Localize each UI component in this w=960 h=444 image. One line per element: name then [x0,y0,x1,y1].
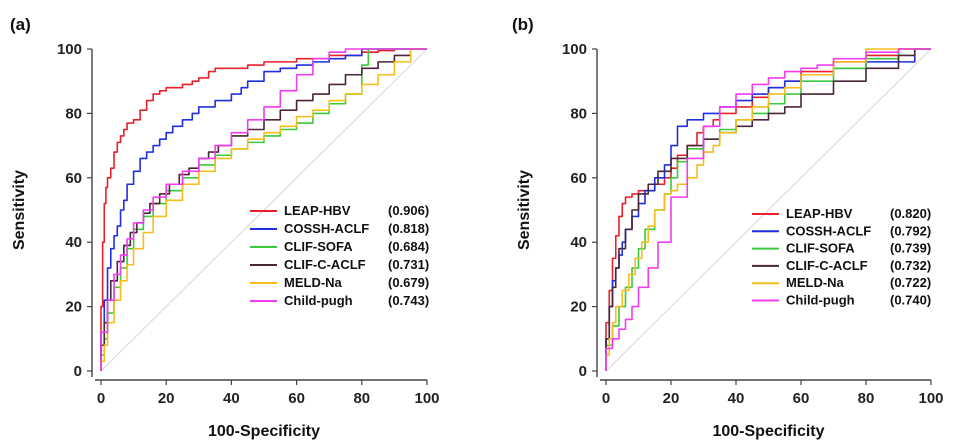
reference-diagonal [605,48,932,372]
y-axis-label: Sensitivity [516,170,533,250]
y-tick-label: 60 [65,170,82,187]
legend-auc: (0.740) [890,293,931,308]
legend-auc: (0.739) [890,241,931,256]
legend-auc: (0.743) [388,293,429,308]
legend-auc: (0.722) [890,275,931,290]
y-tick-label: 40 [65,234,82,251]
panel-label: (b) [512,15,534,34]
legend-auc: (0.818) [388,221,429,236]
x-tick-label: 80 [353,390,370,407]
legend-label: COSSH-ACLF [284,221,369,236]
roc-curve-child-pugh [605,48,931,371]
legend-label: CLIF-C-ACLF [786,258,868,273]
x-axis-label: 100-Specificity [712,423,824,440]
legend-auc: (0.792) [890,223,931,238]
y-tick-label: 80 [65,105,82,122]
legend-label: Child-pugh [284,293,353,308]
x-tick-label: 0 [97,390,105,407]
legend-auc: (0.906) [388,203,429,218]
panel-label: (a) [10,15,31,34]
roc-curve-child-pugh [100,48,427,371]
x-tick-label: 20 [158,390,175,407]
legend-label: LEAP-HBV [284,203,351,218]
x-tick-label: 80 [858,390,875,407]
roc-panel-b: (b) 0 20 40 60 80 100 0 20 40 60 80 100 100-Specifici… [512,15,944,440]
x-axis-label: 100-Specificity [208,423,320,440]
legend-auc: (0.679) [388,275,429,290]
x-tick-label: 0 [602,390,610,407]
y-tick-label: 0 [579,363,587,380]
legend-label: CLIF-SOFA [284,239,353,254]
legend-auc: (0.684) [388,239,429,254]
y-tick-label: 20 [65,299,82,316]
x-tick-label: 20 [663,390,680,407]
y-tick-label: 100 [562,41,587,58]
legend-auc: (0.732) [890,258,931,273]
x-tick-label: 100 [918,390,943,407]
y-tick-label: 0 [74,363,82,380]
roc-curve-meld-na [605,48,931,371]
y-tick-label: 80 [570,105,587,122]
x-tick-label: 60 [288,390,305,407]
roc-curve-leap-hbv [100,48,427,371]
roc-curve-clif-c-aclf [605,48,931,371]
legend-label: CLIF-SOFA [786,241,855,256]
legend-label: LEAP-HBV [786,206,853,221]
legend-label: COSSH-ACLF [786,223,871,238]
y-axis-label: Sensitivity [11,170,28,250]
y-tick-label: 100 [57,41,82,58]
y-tick-label: 60 [570,170,587,187]
legend-label: CLIF-C-ACLF [284,257,366,272]
roc-curve-cossh-aclf [100,48,427,371]
legend-label: Child-pugh [786,293,855,308]
roc-panel-a: (a) 0 20 40 60 80 100 0 20 40 60 80 100 100-Specifici… [10,15,440,440]
x-tick-label: 40 [728,390,745,407]
legend-label: MELD-Na [284,275,343,290]
legend-label: MELD-Na [786,275,845,290]
x-tick-label: 100 [414,390,439,407]
legend-auc: (0.731) [388,257,429,272]
legend-auc: (0.820) [890,206,931,221]
y-tick-label: 40 [570,234,587,251]
x-tick-label: 40 [223,390,240,407]
x-tick-label: 60 [793,390,810,407]
y-tick-label: 20 [570,299,587,316]
